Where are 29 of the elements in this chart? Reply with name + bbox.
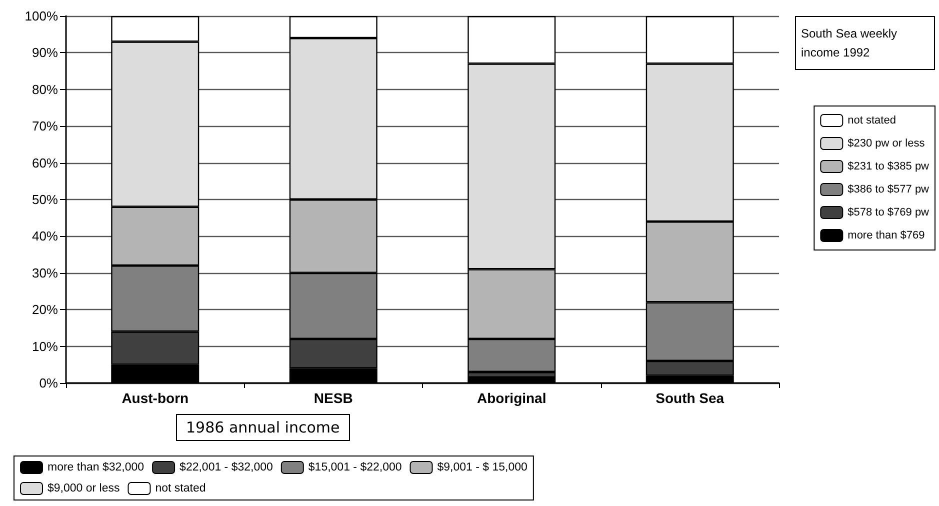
y-tick-label: 10% <box>32 338 58 354</box>
legend-label: not stated <box>848 114 900 126</box>
legend-label: $9,001 - $ 15,000 <box>437 462 528 474</box>
x-tick-label: NESB <box>314 390 353 406</box>
y-tick-label: 90% <box>32 45 58 60</box>
legend-label: $231 to $385 pw <box>848 160 930 172</box>
legend-label: $22,001 - $32,000 <box>180 462 273 474</box>
x-tick-label: South Sea <box>656 390 724 406</box>
legend-label: $15,001 - $22,000 <box>308 462 402 474</box>
y-tick-label: 30% <box>32 265 58 280</box>
legend-label: $230 pw or less <box>848 138 926 150</box>
legend-label: $578 to $769 pw <box>848 206 930 218</box>
legend-title: 1986 annual income <box>186 418 340 436</box>
y-tick-label: 40% <box>32 228 58 244</box>
y-tick-label: 0% <box>39 376 58 390</box>
y-tick-label: 20% <box>32 302 58 318</box>
legend-label: $386 to $577 pw <box>848 184 930 196</box>
text: South Sea weekly income 1992 <box>801 26 900 60</box>
y-tick-label: 60% <box>32 155 58 170</box>
legend-label: more than $32,000 <box>48 462 144 474</box>
y-tick-label: 70% <box>32 118 58 134</box>
y-tick-label: 50% <box>32 192 58 207</box>
y-tick-label: 100% <box>24 8 58 24</box>
legend-label: more than $769 <box>848 230 925 242</box>
y-tick-label: 80% <box>32 82 58 97</box>
x-tick-label: Aboriginal <box>477 390 546 406</box>
legend-label: $9,000 or less <box>48 482 120 494</box>
legend-label: not stated <box>155 482 206 494</box>
x-tick-label: Aust-born <box>122 390 189 406</box>
